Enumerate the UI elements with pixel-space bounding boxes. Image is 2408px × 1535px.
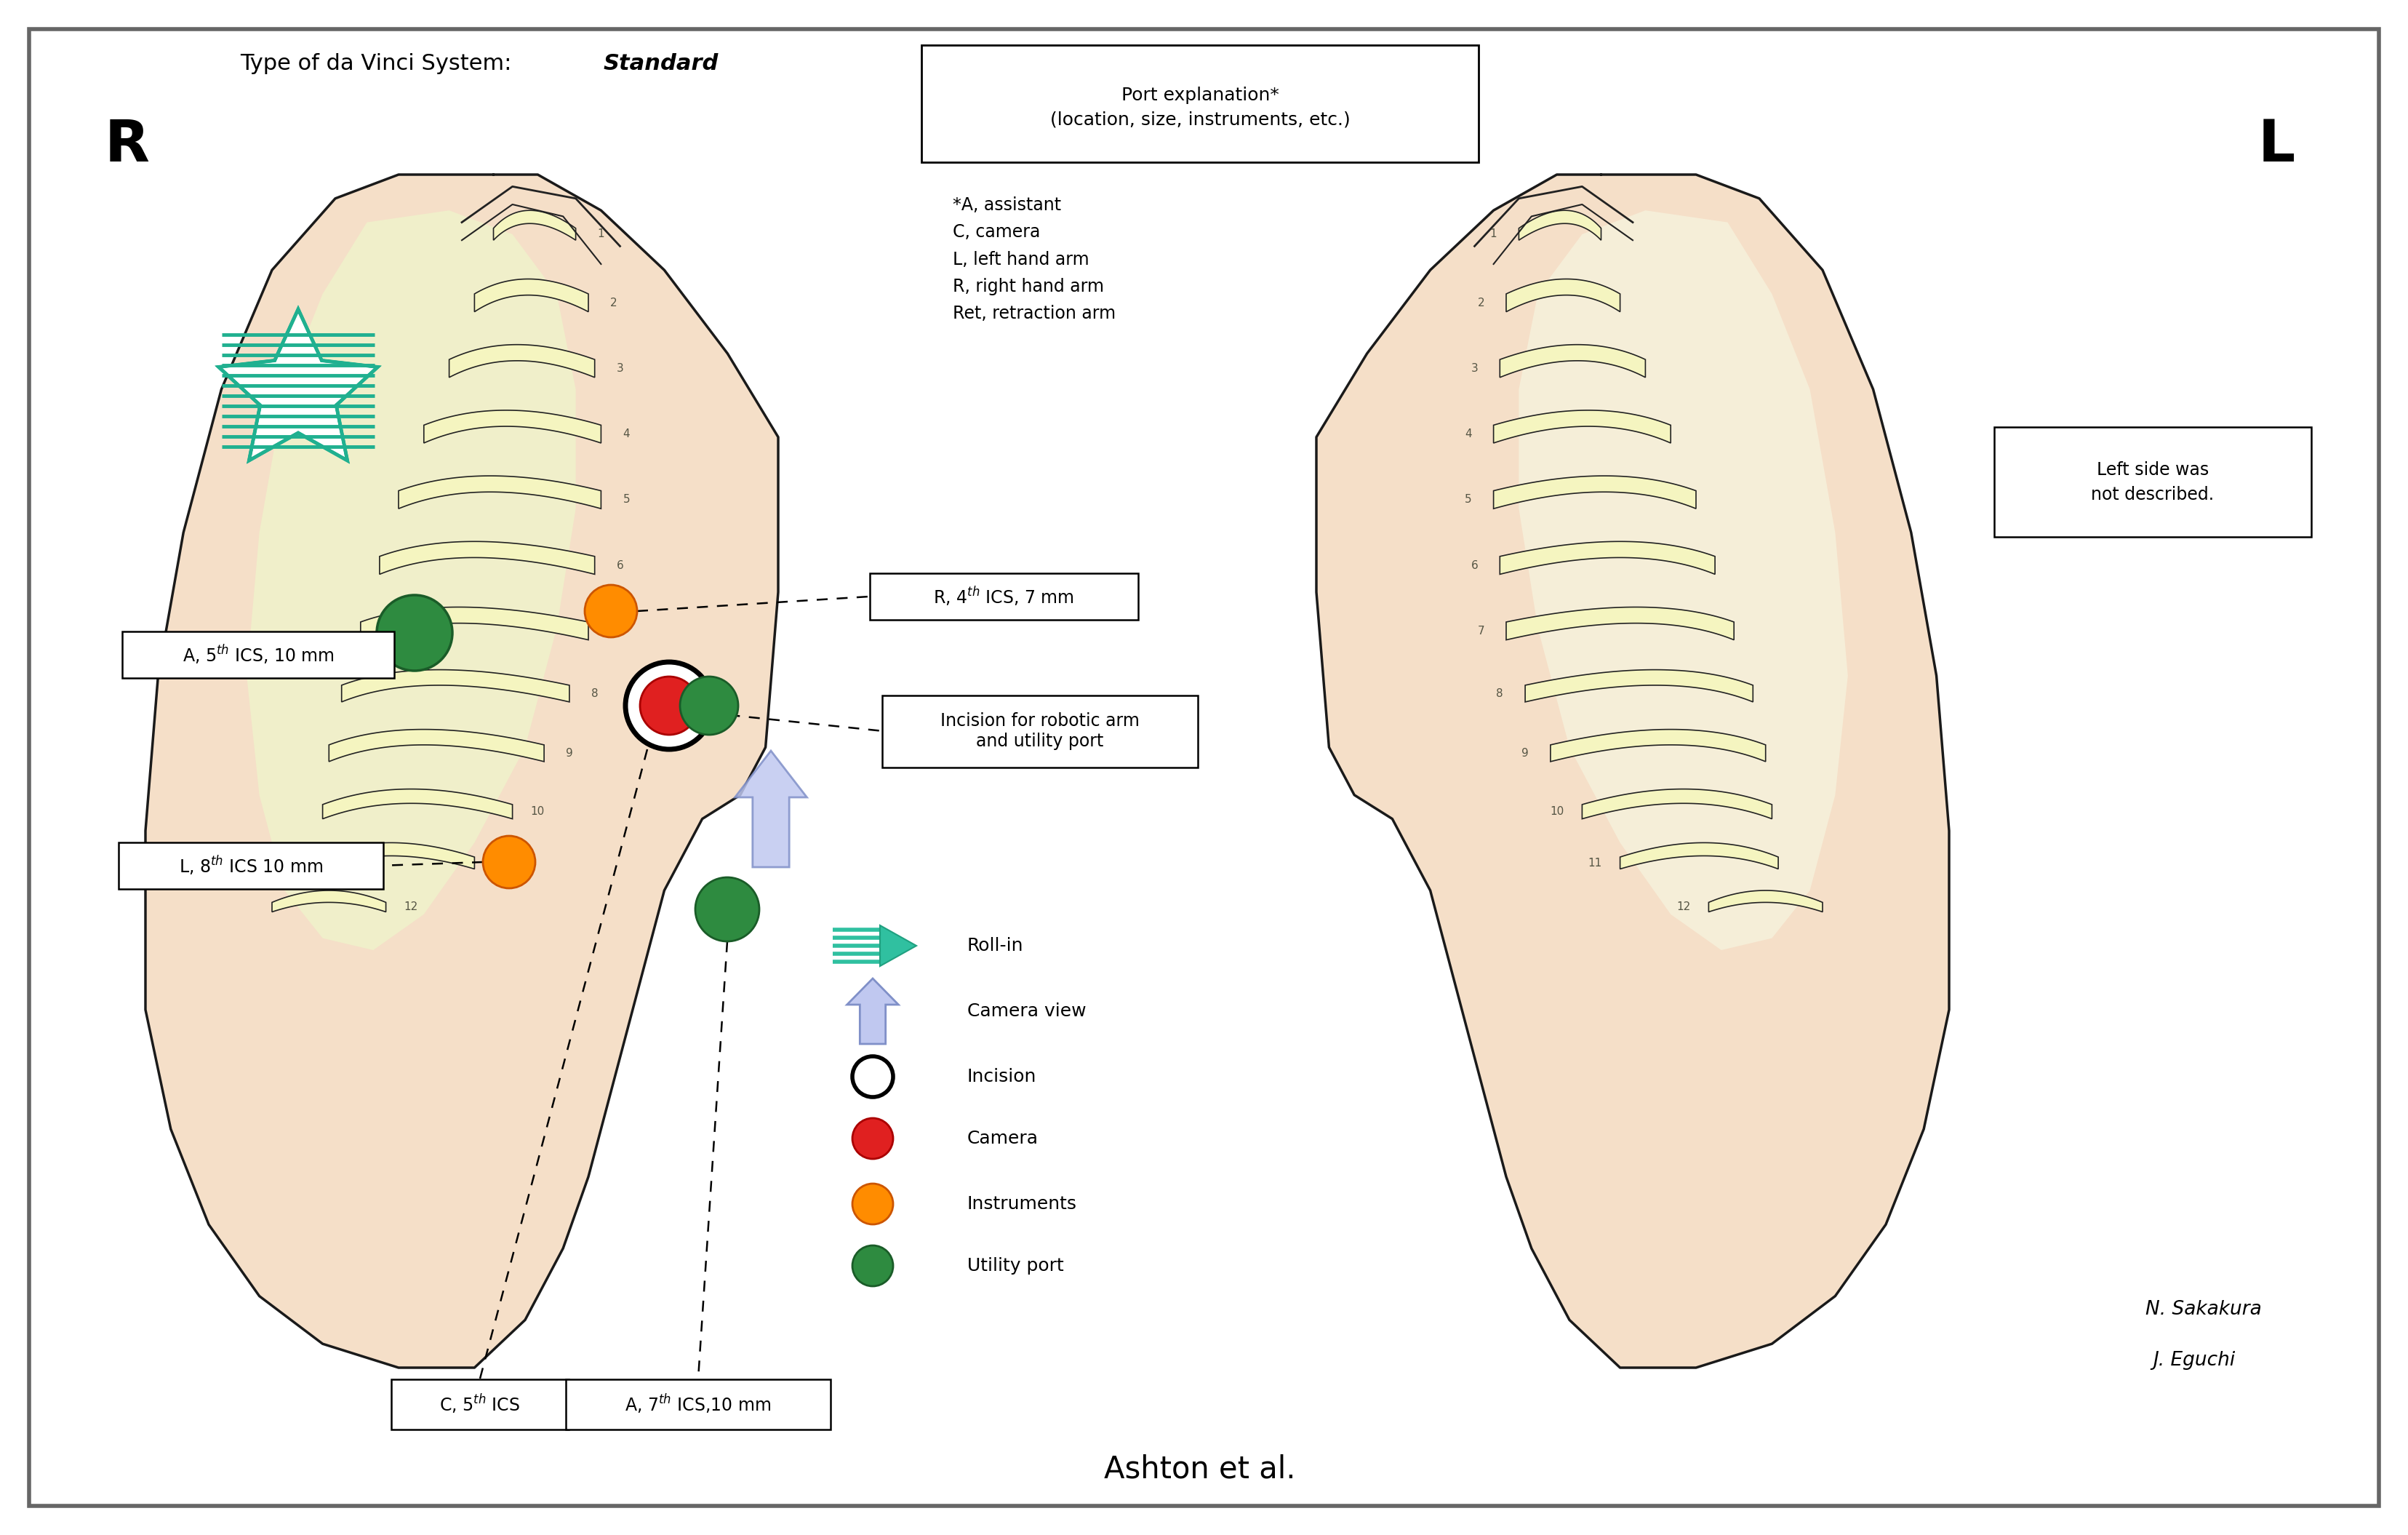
Polygon shape bbox=[1493, 476, 1695, 508]
Text: Incision for robotic arm
and utility port: Incision for robotic arm and utility por… bbox=[942, 712, 1139, 751]
Circle shape bbox=[376, 596, 453, 671]
Circle shape bbox=[679, 677, 739, 735]
Polygon shape bbox=[144, 175, 778, 1368]
Text: N. Sakakura: N. Sakakura bbox=[2146, 1300, 2261, 1319]
Circle shape bbox=[852, 1056, 893, 1098]
Text: C, 5$^{th}$ ICS: C, 5$^{th}$ ICS bbox=[441, 1392, 520, 1415]
Text: 8: 8 bbox=[592, 688, 597, 698]
Polygon shape bbox=[1710, 890, 1823, 912]
Text: Utility port: Utility port bbox=[968, 1257, 1064, 1274]
Polygon shape bbox=[219, 309, 378, 460]
Text: 11: 11 bbox=[1587, 858, 1601, 869]
Polygon shape bbox=[380, 542, 595, 574]
Circle shape bbox=[585, 585, 638, 637]
Circle shape bbox=[852, 1245, 893, 1286]
Polygon shape bbox=[315, 843, 474, 869]
Text: Port explanation*
(location, size, instruments, etc.): Port explanation* (location, size, instr… bbox=[1050, 87, 1351, 129]
Text: 8: 8 bbox=[1495, 688, 1503, 698]
Polygon shape bbox=[1582, 789, 1772, 818]
Text: 7: 7 bbox=[609, 625, 616, 637]
Text: 6: 6 bbox=[1471, 560, 1479, 571]
FancyBboxPatch shape bbox=[881, 695, 1197, 768]
Text: 12: 12 bbox=[1676, 901, 1690, 913]
Text: Camera: Camera bbox=[968, 1130, 1038, 1147]
Text: 2: 2 bbox=[609, 298, 616, 309]
Text: Type of da Vinci System:: Type of da Vinci System: bbox=[241, 54, 518, 75]
Polygon shape bbox=[450, 345, 595, 378]
Text: Instruments: Instruments bbox=[968, 1196, 1076, 1213]
FancyBboxPatch shape bbox=[922, 45, 1479, 163]
Polygon shape bbox=[342, 669, 568, 701]
Polygon shape bbox=[1519, 210, 1601, 239]
Text: 2: 2 bbox=[1479, 298, 1483, 309]
FancyBboxPatch shape bbox=[123, 631, 395, 678]
Text: 9: 9 bbox=[566, 748, 573, 758]
Polygon shape bbox=[361, 608, 588, 640]
Polygon shape bbox=[474, 279, 588, 312]
Text: 3: 3 bbox=[616, 362, 624, 375]
Polygon shape bbox=[1621, 843, 1777, 869]
Text: Incision: Incision bbox=[968, 1068, 1035, 1085]
Polygon shape bbox=[246, 210, 576, 950]
Circle shape bbox=[696, 878, 759, 941]
Polygon shape bbox=[330, 729, 544, 761]
Text: Left side was
not described.: Left side was not described. bbox=[2090, 462, 2215, 503]
Polygon shape bbox=[1505, 608, 1734, 640]
Polygon shape bbox=[734, 751, 807, 867]
Text: 10: 10 bbox=[530, 806, 544, 817]
Polygon shape bbox=[494, 210, 576, 239]
Text: 1: 1 bbox=[597, 229, 604, 239]
Text: Ashton et al.: Ashton et al. bbox=[1105, 1454, 1296, 1484]
FancyBboxPatch shape bbox=[1994, 427, 2312, 537]
Polygon shape bbox=[272, 890, 385, 912]
Polygon shape bbox=[879, 926, 917, 966]
Polygon shape bbox=[1493, 410, 1671, 444]
Text: R, 4$^{th}$ ICS, 7 mm: R, 4$^{th}$ ICS, 7 mm bbox=[934, 585, 1074, 608]
Text: R: R bbox=[104, 117, 149, 173]
Text: 11: 11 bbox=[494, 858, 506, 869]
FancyBboxPatch shape bbox=[118, 843, 383, 889]
Polygon shape bbox=[323, 789, 513, 818]
Text: Camera view: Camera view bbox=[968, 1002, 1086, 1019]
Polygon shape bbox=[1519, 210, 1847, 950]
Text: 9: 9 bbox=[1522, 748, 1529, 758]
Polygon shape bbox=[1500, 345, 1645, 378]
Text: 10: 10 bbox=[1551, 806, 1563, 817]
Text: 6: 6 bbox=[616, 560, 624, 571]
FancyBboxPatch shape bbox=[869, 573, 1139, 620]
Text: 4: 4 bbox=[624, 428, 631, 439]
Polygon shape bbox=[1317, 175, 1948, 1368]
Text: L, 8$^{th}$ ICS 10 mm: L, 8$^{th}$ ICS 10 mm bbox=[178, 855, 323, 876]
Circle shape bbox=[641, 677, 698, 735]
Text: A, 7$^{th}$ ICS,10 mm: A, 7$^{th}$ ICS,10 mm bbox=[626, 1392, 771, 1415]
Polygon shape bbox=[424, 410, 602, 444]
Text: 3: 3 bbox=[1471, 362, 1479, 375]
Circle shape bbox=[852, 1183, 893, 1225]
FancyBboxPatch shape bbox=[566, 1378, 831, 1429]
Text: 5: 5 bbox=[624, 494, 631, 505]
Text: 1: 1 bbox=[1491, 229, 1498, 239]
Polygon shape bbox=[1500, 542, 1714, 574]
Circle shape bbox=[626, 662, 713, 749]
Polygon shape bbox=[848, 978, 898, 1044]
Polygon shape bbox=[1524, 669, 1753, 701]
Circle shape bbox=[852, 1117, 893, 1159]
Circle shape bbox=[484, 837, 535, 889]
Text: 4: 4 bbox=[1464, 428, 1471, 439]
FancyBboxPatch shape bbox=[29, 29, 2379, 1506]
Text: Standard: Standard bbox=[604, 54, 720, 75]
Text: 12: 12 bbox=[405, 901, 419, 913]
Text: A, 5$^{th}$ ICS, 10 mm: A, 5$^{th}$ ICS, 10 mm bbox=[183, 643, 335, 666]
Text: 7: 7 bbox=[1479, 625, 1483, 637]
Text: 5: 5 bbox=[1464, 494, 1471, 505]
Polygon shape bbox=[1505, 279, 1621, 312]
FancyBboxPatch shape bbox=[390, 1378, 568, 1429]
Text: L: L bbox=[2259, 117, 2295, 173]
Text: J. Eguchi: J. Eguchi bbox=[2153, 1351, 2235, 1369]
Polygon shape bbox=[1551, 729, 1765, 761]
Text: *A, assistant
C, camera
L, left hand arm
R, right hand arm
Ret, retraction arm: *A, assistant C, camera L, left hand arm… bbox=[954, 196, 1115, 322]
Polygon shape bbox=[400, 476, 602, 508]
Text: Roll-in: Roll-in bbox=[968, 936, 1023, 955]
